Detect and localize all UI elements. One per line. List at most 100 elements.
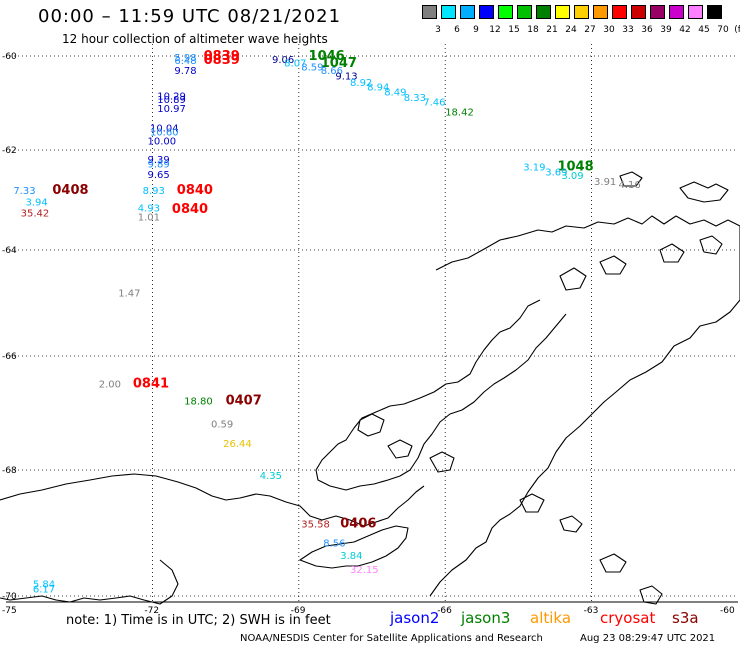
pass-time-label: 0408 bbox=[52, 183, 88, 198]
legend-swatch bbox=[498, 5, 513, 19]
satellite-jason2: jason2 bbox=[390, 609, 440, 627]
legend-swatch bbox=[650, 5, 665, 19]
map-title: 00:00 – 11:59 UTC 08/21/2021 bbox=[38, 6, 342, 27]
legend-value: 39 bbox=[660, 25, 672, 35]
legend-swatch bbox=[422, 5, 437, 19]
wave-height-label: 1.47 bbox=[118, 288, 140, 299]
legend-swatch bbox=[517, 5, 532, 19]
pass-time-label: 1048 bbox=[557, 160, 593, 175]
wave-height-label: 4.35 bbox=[260, 471, 282, 482]
coastline-main bbox=[429, 215, 740, 597]
wave-height-label: 8.33 bbox=[404, 93, 426, 104]
latitude-tick-label: -62 bbox=[2, 146, 17, 156]
legend-value: 27 bbox=[584, 25, 596, 35]
latitude-tick-label: -68 bbox=[2, 466, 17, 476]
legend-value: 3 bbox=[435, 25, 441, 35]
legend-value: 18 bbox=[527, 25, 539, 35]
legend-value: 70 bbox=[717, 25, 729, 35]
coastline-west-peninsula bbox=[315, 299, 567, 491]
wave-height-label: 26.44 bbox=[223, 439, 252, 450]
legend-value: 6 bbox=[454, 25, 460, 35]
wave-height-label: 4.93 bbox=[138, 204, 160, 215]
coastline-islands-e bbox=[599, 255, 627, 275]
wave-height-label: 8.07 bbox=[284, 59, 306, 70]
wave-height-label: 9.06 bbox=[272, 55, 294, 66]
wave-height-label: 10.97 bbox=[157, 104, 186, 115]
legend-value: 33 bbox=[622, 25, 634, 35]
graticule bbox=[6, 44, 738, 603]
wave-height-label: 8.93 bbox=[143, 186, 165, 197]
wave-height-label: 35.42 bbox=[21, 209, 50, 220]
wave-height-label: 3.91 bbox=[594, 177, 616, 188]
wave-height-label: 3.09 bbox=[561, 171, 583, 182]
wave-height-label: 32.15 bbox=[350, 565, 379, 576]
wave-height-label: 9.13 bbox=[335, 72, 357, 83]
generated-timestamp: Aug 23 08:29:47 UTC 2021 bbox=[580, 633, 716, 644]
wave-height-label: 10.60 bbox=[150, 128, 179, 139]
wave-height-label: 8.92 bbox=[350, 78, 372, 89]
pass-time-label: 0407 bbox=[226, 393, 262, 408]
wave-height-label: 9.39 bbox=[148, 155, 170, 166]
wave-height-label: 35.58 bbox=[301, 520, 330, 531]
coastline-alexander-island bbox=[0, 559, 179, 605]
coastline-islands-i bbox=[679, 181, 729, 203]
legend-value: 9 bbox=[473, 25, 479, 35]
wave-height-label: 1.01 bbox=[138, 213, 160, 224]
wave-height-label: 10.89 bbox=[157, 95, 186, 106]
wave-height-label: 0.59 bbox=[211, 419, 233, 430]
map-subtitle: 12 hour collection of altimeter wave hei… bbox=[62, 32, 328, 46]
wave-height-label: 9.65 bbox=[148, 170, 170, 181]
wave-height-label: 18.80 bbox=[184, 396, 213, 407]
wave-height-label: 6.17 bbox=[33, 584, 55, 595]
legend-unit: (ft) bbox=[734, 25, 740, 35]
wave-height-label: 8.59 bbox=[301, 62, 323, 73]
pass-time-label: 0840 bbox=[172, 202, 208, 217]
legend-value: 42 bbox=[679, 25, 691, 35]
pass-time-label: 1046 bbox=[309, 49, 345, 64]
legend-swatch bbox=[460, 5, 475, 19]
wave-height-label: 8.49 bbox=[384, 88, 406, 99]
pass-time-label: 0839 bbox=[204, 53, 240, 68]
wave-height-label: 8.56 bbox=[323, 538, 345, 549]
longitude-tick-label: -63 bbox=[584, 606, 599, 616]
pass-time-label: 0406 bbox=[340, 517, 376, 532]
longitude-tick-label: -66 bbox=[437, 606, 452, 616]
latitude-tick-label: -66 bbox=[2, 352, 17, 362]
legend-swatch bbox=[669, 5, 684, 19]
longitude-tick-label: -60 bbox=[720, 606, 735, 616]
coastline-islands-d bbox=[559, 267, 587, 291]
wave-height-label: 7.33 bbox=[13, 186, 35, 197]
coastline-islands-c bbox=[429, 451, 455, 473]
legend-swatch bbox=[441, 5, 456, 19]
wave-height-label: 3.84 bbox=[340, 551, 362, 562]
footnote: note: 1) Time is in UTC; 2) SWH is in fe… bbox=[66, 613, 331, 628]
coastline-islands-b bbox=[387, 439, 413, 459]
legend-swatch bbox=[688, 5, 703, 19]
wave-height-label: 5.84 bbox=[33, 579, 55, 590]
wave-height-label: 18.42 bbox=[445, 107, 474, 118]
wave-height-label: 8.66 bbox=[321, 66, 343, 77]
legend-swatch bbox=[612, 5, 627, 19]
latitude-tick-label: -70 bbox=[2, 592, 17, 602]
wave-height-label: 9.78 bbox=[174, 66, 196, 77]
legend-value: 36 bbox=[641, 25, 653, 35]
longitude-tick-label: -72 bbox=[144, 606, 159, 616]
wave-height-label: 7.46 bbox=[423, 98, 445, 109]
legend-swatch bbox=[479, 5, 494, 19]
satellite-cryosat: cryosat bbox=[600, 609, 656, 627]
legend-swatch bbox=[631, 5, 646, 19]
wave-height-label: 4.16 bbox=[618, 180, 640, 191]
legend-value: 21 bbox=[546, 25, 558, 35]
coastline-southern-arc bbox=[0, 473, 425, 527]
legend-swatch bbox=[593, 5, 608, 19]
legend-value: 30 bbox=[603, 25, 615, 35]
legend-value: 45 bbox=[698, 25, 710, 35]
longitude-tick-label: -69 bbox=[291, 606, 306, 616]
coastline-islands-l bbox=[599, 553, 627, 573]
pass-time-label: 0840 bbox=[177, 183, 213, 198]
wave-height-label: 6.48 bbox=[174, 56, 196, 67]
wave-height-label: 9.89 bbox=[148, 160, 170, 171]
wave-height-label: 8.94 bbox=[367, 83, 389, 94]
pass-time-label: 0839 bbox=[204, 49, 240, 64]
